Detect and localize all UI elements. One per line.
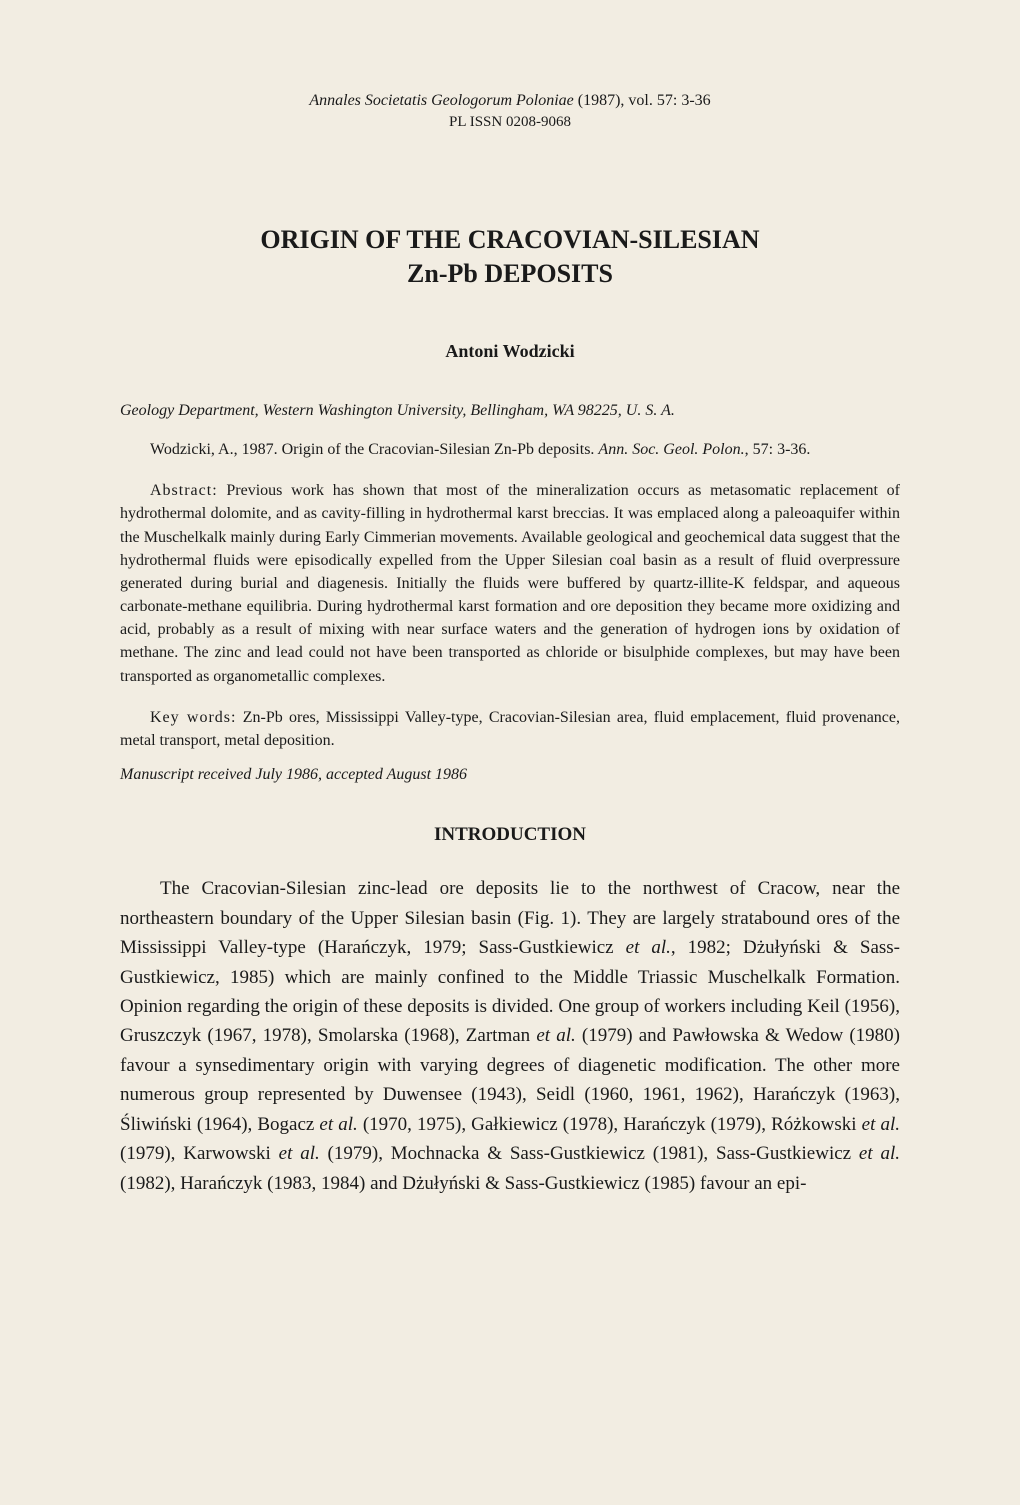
affiliation: Geology Department, Western Washington U… [120,402,900,420]
title-line2: Zn-Pb DEPOSITS [407,259,613,288]
abstract-text: Previous work has shown that most of the… [120,482,900,685]
section-heading-introduction: INTRODUCTION [120,824,900,846]
journal-name: Annales Societatis Geologorum Poloniae [309,92,573,109]
body-italic-run: et al. [859,1143,900,1164]
citation-journal: Ann. Soc. Geol. Polon. [598,441,744,458]
journal-issn: PL ISSN 0208-9068 [120,112,900,133]
body-italic-run: et al. [862,1114,900,1135]
citation: Wodzicki, A., 1987. Origin of the Cracov… [120,438,900,461]
body-italic-run: et al. [279,1143,320,1164]
body-text-run: (1982), Harańczyk (1983, 1984) and Dżuły… [120,1173,806,1194]
body-italic-run: et al. [536,1025,575,1046]
body-italic-run: et al. [319,1114,357,1135]
paper-title: ORIGIN OF THE CRACOVIAN-SILESIAN Zn-Pb D… [120,223,900,291]
manuscript-received: Manuscript received July 1986, accepted … [120,766,900,784]
title-line1: ORIGIN OF THE CRACOVIAN-SILESIAN [260,225,759,254]
abstract: Abstract: Previous work has shown that m… [120,479,900,688]
introduction-paragraph: The Cracovian-Silesian zinc-lead ore dep… [120,874,900,1198]
body-italic-run: et al. [626,937,671,958]
journal-header: Annales Societatis Geologorum Poloniae (… [120,90,900,133]
keywords-label: Key words: [150,709,236,726]
keywords-text: Zn-Pb ores, Mississippi Valley-type, Cra… [120,709,900,749]
citation-before: Wodzicki, A., 1987. Origin of the Cracov… [150,441,598,458]
abstract-label: Abstract: [150,482,218,499]
journal-vol: (1987), vol. 57: 3-36 [574,92,711,109]
body-text-run: (1970, 1975), Gałkiewicz (1978), Harańcz… [358,1114,862,1135]
author-name: Antoni Wodzicki [120,341,900,362]
body-text-run: (1979), Karwowski [120,1143,279,1164]
citation-after: , 57: 3-36. [745,441,811,458]
body-text-run: (1979), Mochnacka & Sass-Gustkiewicz (19… [320,1143,859,1164]
journal-line1: Annales Societatis Geologorum Poloniae (… [120,90,900,112]
title-block: ORIGIN OF THE CRACOVIAN-SILESIAN Zn-Pb D… [120,223,900,291]
keywords: Key words: Zn-Pb ores, Mississippi Valle… [120,706,900,752]
